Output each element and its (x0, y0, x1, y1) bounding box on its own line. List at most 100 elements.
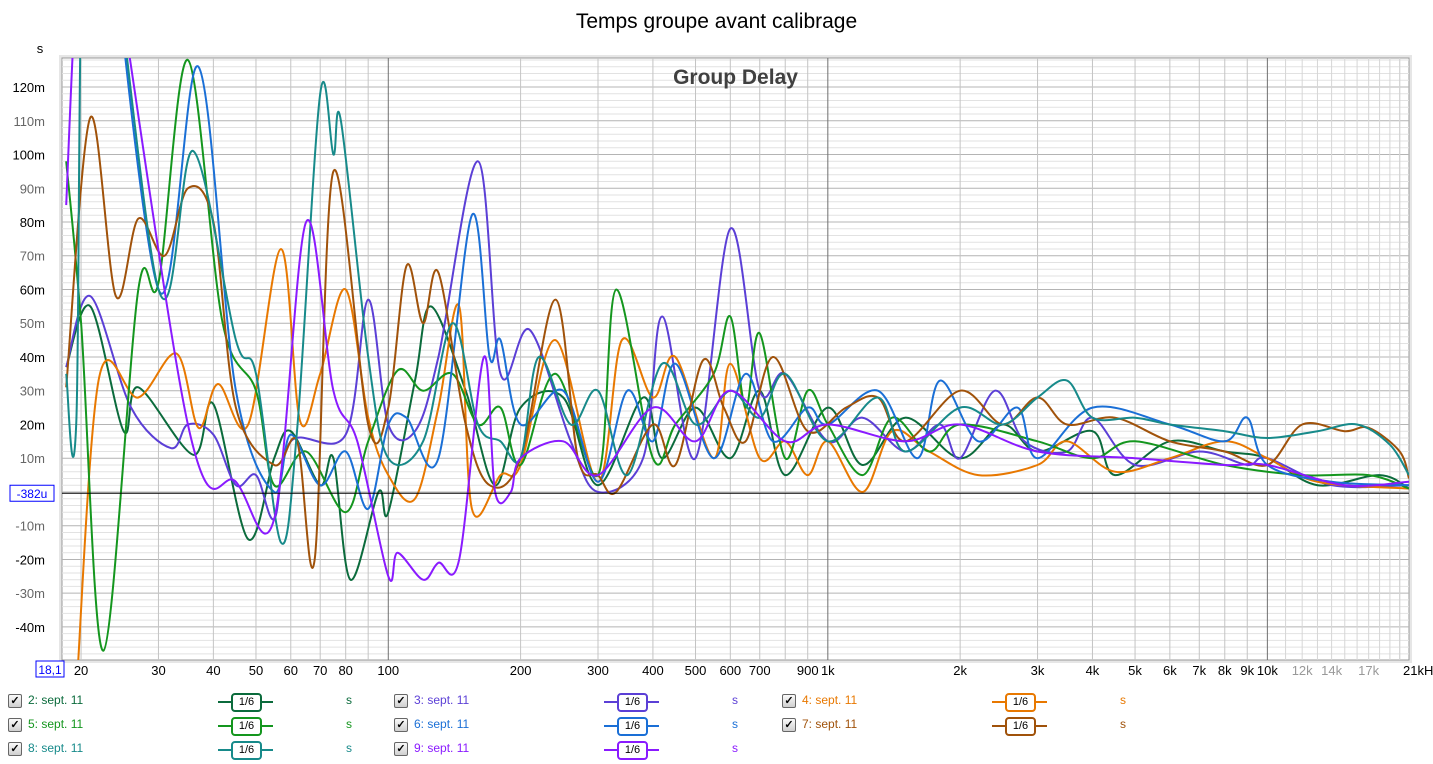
series-line-3 (77, 247, 1409, 660)
y-tick-label: 70m (20, 249, 45, 264)
x-tick-label: 17k (1358, 663, 1379, 678)
series-visibility-checkbox[interactable]: ✓ (782, 694, 796, 708)
y-tick-label: -10m (15, 519, 45, 534)
x-tick-label: 9k (1240, 663, 1254, 678)
y-tick-label: 60m (20, 282, 45, 297)
y-tick-label: -20m (15, 552, 45, 567)
series-visibility-checkbox[interactable]: ✓ (8, 742, 22, 756)
legend-item: ✓ 2: sept. 11 1/6 s (8, 692, 368, 712)
x-tick-label: 2k (953, 663, 967, 678)
series-visibility-checkbox[interactable]: ✓ (394, 718, 408, 732)
series-name[interactable]: 5: sept. 11 (28, 717, 84, 731)
series-visibility-checkbox[interactable]: ✓ (782, 718, 796, 732)
series-visibility-checkbox[interactable]: ✓ (394, 694, 408, 708)
series-line-7 (65, 58, 1409, 545)
x-tick-label: 14k (1321, 663, 1342, 678)
series-unit: s (732, 741, 738, 755)
series-line-4 (65, 58, 1409, 652)
series-name[interactable]: 4: sept. 11 (802, 693, 858, 707)
smoothing-badge[interactable]: 1/6 (218, 741, 273, 760)
y-tick-label: 50m (20, 316, 45, 331)
series-line-1 (65, 304, 1409, 581)
x-tick-label: 500 (685, 663, 707, 678)
series-name[interactable]: 2: sept. 11 (28, 693, 84, 707)
series-visibility-checkbox[interactable]: ✓ (8, 718, 22, 732)
series-line-6 (65, 115, 1409, 569)
legend-item: ✓ 7: sept. 11 1/6 s (782, 716, 1142, 736)
smoothing-value: 1/6 (1005, 717, 1036, 736)
series-name[interactable]: 9: sept. 11 (414, 741, 470, 755)
series-line-2 (65, 160, 1409, 520)
smoothing-badge[interactable]: 1/6 (604, 741, 659, 760)
legend-item: ✓ 6: sept. 11 1/6 s (394, 716, 754, 736)
smoothing-badge[interactable]: 1/6 (992, 717, 1047, 736)
series-line-5 (124, 58, 1409, 510)
x-tick-label: 300 (587, 663, 609, 678)
series-visibility-checkbox[interactable]: ✓ (394, 742, 408, 756)
smoothing-value: 1/6 (231, 693, 262, 712)
x-tick-label: 1k (821, 663, 835, 678)
x-tick-label: 3k (1031, 663, 1045, 678)
series-name[interactable]: 6: sept. 11 (414, 717, 470, 731)
y-cursor-label: -382u (17, 487, 48, 501)
legend-item: ✓ 5: sept. 11 1/6 s (8, 716, 368, 736)
series-unit: s (346, 717, 352, 731)
x-cursor-label: 18,1 (38, 663, 62, 677)
y-tick-label: -40m (15, 620, 45, 635)
y-cursor-box (9, 484, 55, 502)
x-cursor-box (35, 660, 65, 678)
x-tick-label: 40 (206, 663, 220, 678)
series-line-8 (65, 58, 1409, 582)
x-tick-label: 80 (338, 663, 352, 678)
smoothing-badge[interactable]: 1/6 (218, 693, 273, 712)
y-tick-label: 110m (13, 114, 45, 129)
smoothing-value: 1/6 (617, 717, 648, 736)
x-tick-label: 5k (1128, 663, 1142, 678)
y-tick-label: 90m (20, 181, 45, 196)
x-tick-label: 30 (151, 663, 165, 678)
group-delay-chart[interactable]: Group Delay s 120m 110m 100m 90m 80m 70m 60m 50m 4… (0, 0, 1433, 690)
x-tick-label: 700 (749, 663, 771, 678)
smoothing-value: 1/6 (617, 693, 648, 712)
legend-item: ✓ 3: sept. 11 1/6 s (394, 692, 754, 712)
plot-area (61, 57, 1410, 661)
x-tick-label: 20 (74, 663, 88, 678)
x-tick-label: 900 (797, 663, 819, 678)
y-tick-label: -30m (15, 586, 45, 601)
y-tick-label: 100m (12, 148, 45, 163)
window-title: Temps groupe avant calibrage (575, 10, 858, 33)
x-tick-label: 200 (510, 663, 532, 678)
x-tick-label: 12k (1292, 663, 1313, 678)
smoothing-badge[interactable]: 1/6 (604, 717, 659, 736)
series-visibility-checkbox[interactable]: ✓ (8, 694, 22, 708)
x-tick-label: 60 (284, 663, 298, 678)
series-name[interactable]: 7: sept. 11 (802, 717, 858, 731)
x-tick-label: 400 (642, 663, 664, 678)
series-unit: s (346, 693, 352, 707)
y-tick-label: 80m (20, 215, 45, 230)
x-tick-label: 8k (1218, 663, 1232, 678)
y-tick-label: 10m (20, 451, 45, 466)
smoothing-value: 1/6 (231, 741, 262, 760)
smoothing-badge[interactable]: 1/6 (992, 693, 1047, 712)
series-name[interactable]: 8: sept. 11 (28, 741, 84, 755)
smoothing-badge[interactable]: 1/6 (604, 693, 659, 712)
smoothing-badge[interactable]: 1/6 (218, 717, 273, 736)
y-tick-label: 20m (20, 417, 45, 432)
series-unit: s (732, 693, 738, 707)
chart-title: Group Delay (673, 66, 798, 89)
series-name[interactable]: 3: sept. 11 (414, 693, 470, 707)
x-tick-label: 10k (1257, 663, 1278, 678)
x-tick-label: 100 (377, 663, 399, 678)
smoothing-value: 1/6 (1005, 693, 1036, 712)
series-unit: s (346, 741, 352, 755)
y-tick-label: 30m (20, 384, 45, 399)
smoothing-value: 1/6 (231, 717, 262, 736)
x-tick-label: 50 (249, 663, 263, 678)
x-tick-label: 600 (719, 663, 741, 678)
x-tick-label: 21kHz (1403, 663, 1433, 678)
x-tick-label: 4k (1086, 663, 1100, 678)
series-unit: s (732, 717, 738, 731)
x-tick-label: 6k (1163, 663, 1177, 678)
legend-item: ✓ 4: sept. 11 1/6 s (782, 692, 1142, 712)
